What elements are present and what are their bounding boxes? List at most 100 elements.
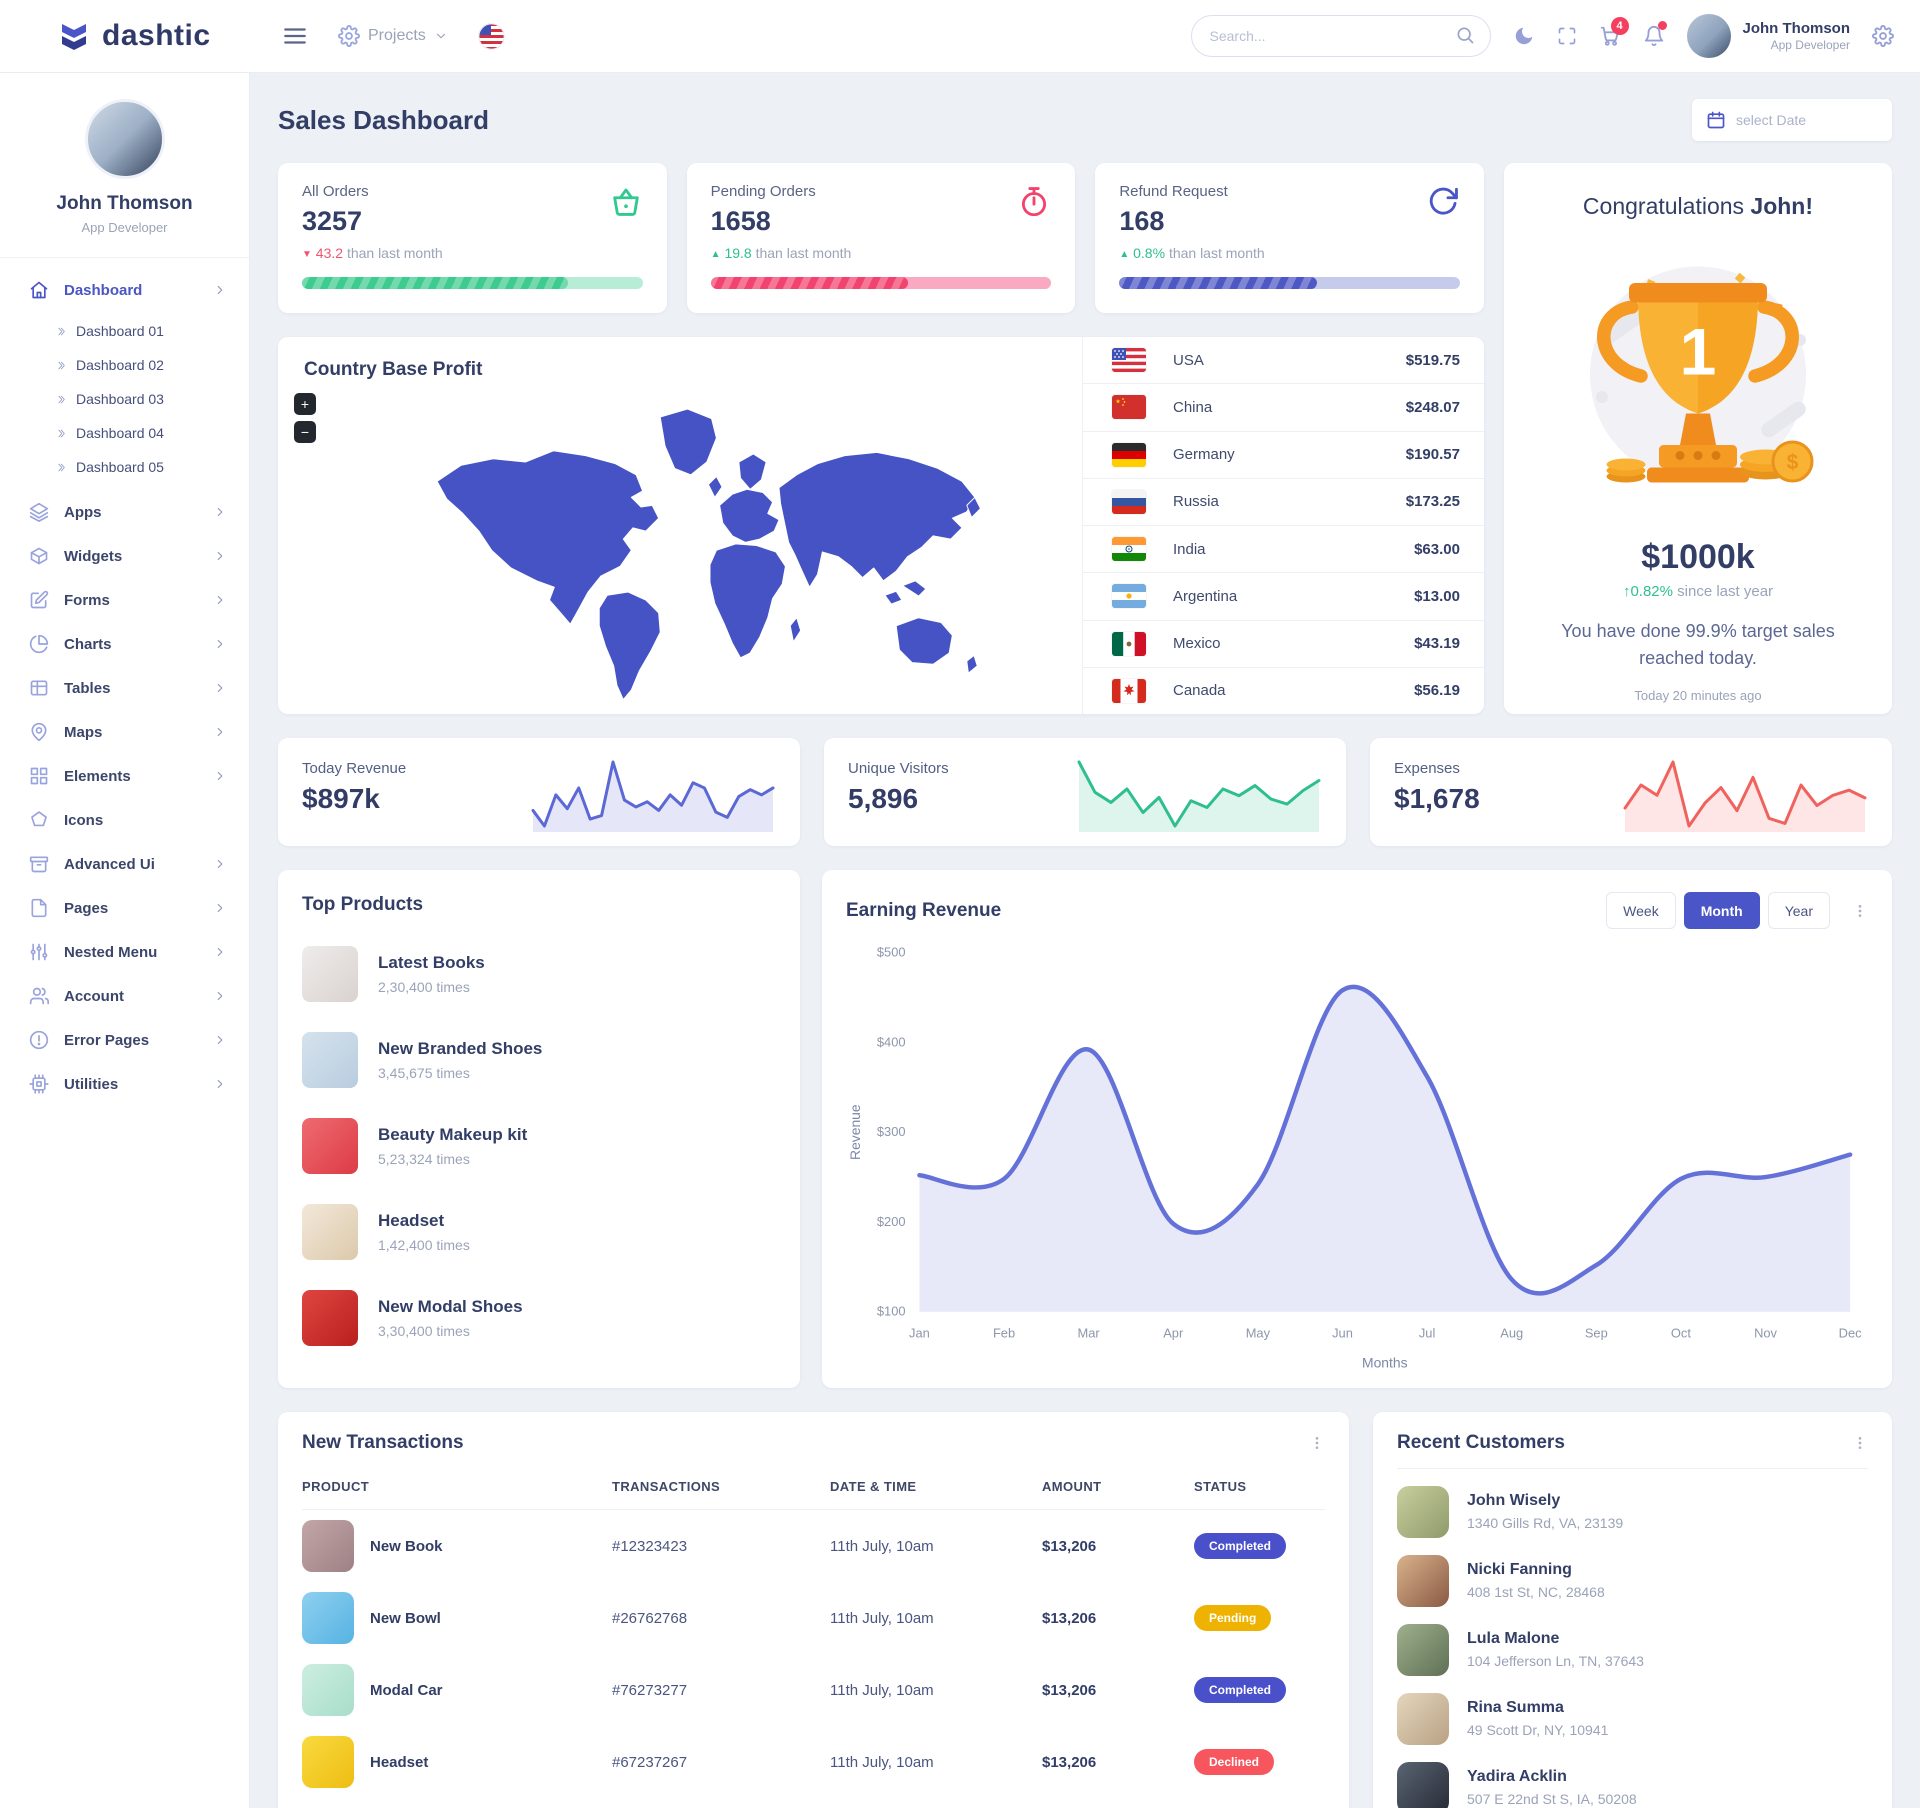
chevron-right-icon — [213, 1077, 227, 1091]
sidebar-item[interactable]: Widgets — [0, 534, 249, 578]
customer-row[interactable]: Lula Malone 104 Jefferson Ln, TN, 37643 — [1397, 1615, 1868, 1684]
sidebar-item[interactable]: Charts — [0, 622, 249, 666]
sidebar-sub-item[interactable]: Dashboard 04 — [0, 416, 249, 450]
product-list-item[interactable]: New Modal Shoes 3,30,400 times — [302, 1290, 776, 1346]
transaction-row: New Book #12323423 11th July, 10am $13,2… — [302, 1510, 1325, 1582]
map-zoom-out-button[interactable]: − — [294, 421, 316, 443]
svg-text:Oct: Oct — [1671, 1326, 1691, 1341]
chevron-right-icon — [213, 945, 227, 959]
sidebar-sub-item[interactable]: Dashboard 03 — [0, 382, 249, 416]
customer-row[interactable]: Rina Summa 49 Scott Dr, NY, 10941 — [1397, 1684, 1868, 1753]
product-list-item[interactable]: Beauty Makeup kit 5,23,324 times — [302, 1118, 776, 1174]
country-profit-title: Country Base Profit — [304, 359, 483, 380]
product-list-item[interactable]: Latest Books 2,30,400 times — [302, 946, 776, 1002]
search-input[interactable] — [1190, 15, 1491, 57]
sidebar-item[interactable]: Error Pages — [0, 1018, 249, 1062]
product-thumbnail — [302, 1290, 358, 1346]
language-flag-icon[interactable] — [478, 22, 505, 50]
cart-icon[interactable]: 4 — [1599, 17, 1629, 47]
congrats-amount: $1000k — [1641, 538, 1755, 576]
sidebar-item-icon — [28, 854, 50, 874]
sidebar-sub-item[interactable]: Dashboard 01 — [0, 314, 249, 348]
profile-role: App Developer — [81, 220, 168, 235]
customer-avatar — [1397, 1623, 1449, 1676]
date-input[interactable] — [1692, 99, 1892, 141]
country-row: Argentina $13.00 — [1082, 573, 1484, 621]
country-row: India $63.00 — [1082, 526, 1484, 574]
chevron-right-icon — [213, 637, 227, 651]
sidebar-item[interactable]: Nested Menu — [0, 930, 249, 974]
earning-tab[interactable]: Year — [1767, 892, 1830, 929]
main-content: Sales Dashboard All Orders 3257 ▼ 43.2 t… — [250, 73, 1920, 1808]
sidebar-menu: Dashboard Dashboard 01 Dashboard 02 — [0, 258, 249, 1116]
customer-row[interactable]: Yadira Acklin 507 E 22nd St S, IA, 50208 — [1397, 1753, 1868, 1808]
hamburger-menu-icon[interactable] — [282, 23, 308, 49]
sidebar-item[interactable]: Apps — [0, 490, 249, 534]
dark-mode-icon[interactable] — [1513, 25, 1535, 47]
customer-avatar — [1397, 1761, 1449, 1808]
sidebar-sub-item[interactable]: Dashboard 02 — [0, 348, 249, 382]
chevron-right-icon — [213, 1033, 227, 1047]
product-list-item[interactable]: Headset 1,42,400 times — [302, 1204, 776, 1260]
kebab-menu-icon[interactable] — [1309, 1434, 1325, 1452]
customer-row[interactable]: Nicki Fanning 408 1st St, NC, 28468 — [1397, 1546, 1868, 1615]
sidebar-item-dashboard[interactable]: Dashboard — [0, 268, 249, 312]
brand[interactable]: dashtic — [0, 18, 250, 54]
notifications-bell-icon[interactable] — [1643, 21, 1667, 47]
customer-row[interactable]: John Wisely 1340 Gills Rd, VA, 23139 — [1397, 1477, 1868, 1546]
sidebar-item[interactable]: Elements — [0, 754, 249, 798]
congrats-delta: 0.82% — [1630, 583, 1673, 600]
search-icon[interactable] — [1455, 25, 1475, 45]
sidebar-item[interactable]: Advanced Ui — [0, 842, 249, 886]
fullscreen-icon[interactable] — [1557, 26, 1577, 46]
user-menu[interactable]: John Thomson App Developer — [1686, 14, 1851, 58]
profile-name: John Thomson — [56, 193, 193, 214]
mini-stat-card: Unique Visitors 5,896 — [824, 738, 1346, 846]
stat-icon — [609, 185, 643, 219]
map-zoom-in-button[interactable]: + — [294, 393, 316, 415]
earning-tab[interactable]: Month — [1683, 892, 1760, 929]
sidebar-item[interactable]: Account — [0, 974, 249, 1018]
world-map[interactable] — [348, 385, 1072, 706]
country-table: USA $519.75 China $248.07 Germany — [1081, 337, 1484, 714]
svg-text:$100: $100 — [877, 1304, 906, 1319]
customers-title: Recent Customers — [1397, 1432, 1565, 1453]
earning-tab[interactable]: Week — [1606, 892, 1676, 929]
chevron-right-icon — [213, 769, 227, 783]
product-thumbnail — [302, 1520, 354, 1572]
sidebar-item[interactable]: Utilities — [0, 1062, 249, 1106]
projects-dropdown[interactable]: Projects — [338, 25, 448, 47]
chevron-right-icon — [213, 725, 227, 739]
chevron-right-icon — [213, 901, 227, 915]
svg-text:$400: $400 — [877, 1034, 906, 1049]
sidebar-sub-item[interactable]: Dashboard 05 — [0, 450, 249, 484]
sidebar-item-icon — [28, 546, 50, 566]
sidebar-item[interactable]: Maps — [0, 710, 249, 754]
sidebar-item[interactable]: Pages — [0, 886, 249, 930]
sidebar-item[interactable]: Tables — [0, 666, 249, 710]
progress-track — [1119, 277, 1460, 289]
user-name: John Thomson — [1742, 19, 1851, 37]
navbar-right: 4 John Thomson App Developer — [1190, 14, 1920, 58]
mini-stat-card: Today Revenue $897k — [278, 738, 800, 846]
angle-icon — [56, 360, 66, 371]
chevron-right-icon — [213, 593, 227, 607]
sidebar-item-icon — [28, 502, 50, 522]
sidebar-item[interactable]: Icons — [0, 798, 249, 842]
svg-text:Revenue: Revenue — [847, 1104, 863, 1160]
trophy-illustration: 1 $ — [1548, 232, 1848, 532]
status-badge: Completed — [1194, 1677, 1287, 1703]
svg-text:May: May — [1246, 1326, 1271, 1341]
product-thumbnail — [302, 1736, 354, 1788]
profile-avatar[interactable] — [84, 99, 165, 179]
kebab-menu-icon[interactable] — [1852, 902, 1868, 920]
mini-stat-card: Expenses $1,678 — [1370, 738, 1892, 846]
sidebar-item[interactable]: Forms — [0, 578, 249, 622]
product-list-item[interactable]: New Branded Shoes 3,45,675 times — [302, 1032, 776, 1088]
earning-revenue-card: Earning Revenue Week Month Year — [822, 870, 1892, 1388]
product-thumbnail — [302, 1204, 358, 1260]
kebab-menu-icon[interactable] — [1852, 1434, 1868, 1452]
sidebar-item-icon — [28, 1030, 50, 1050]
settings-gear-icon[interactable] — [1872, 25, 1894, 47]
customer-avatar — [1397, 1554, 1449, 1607]
